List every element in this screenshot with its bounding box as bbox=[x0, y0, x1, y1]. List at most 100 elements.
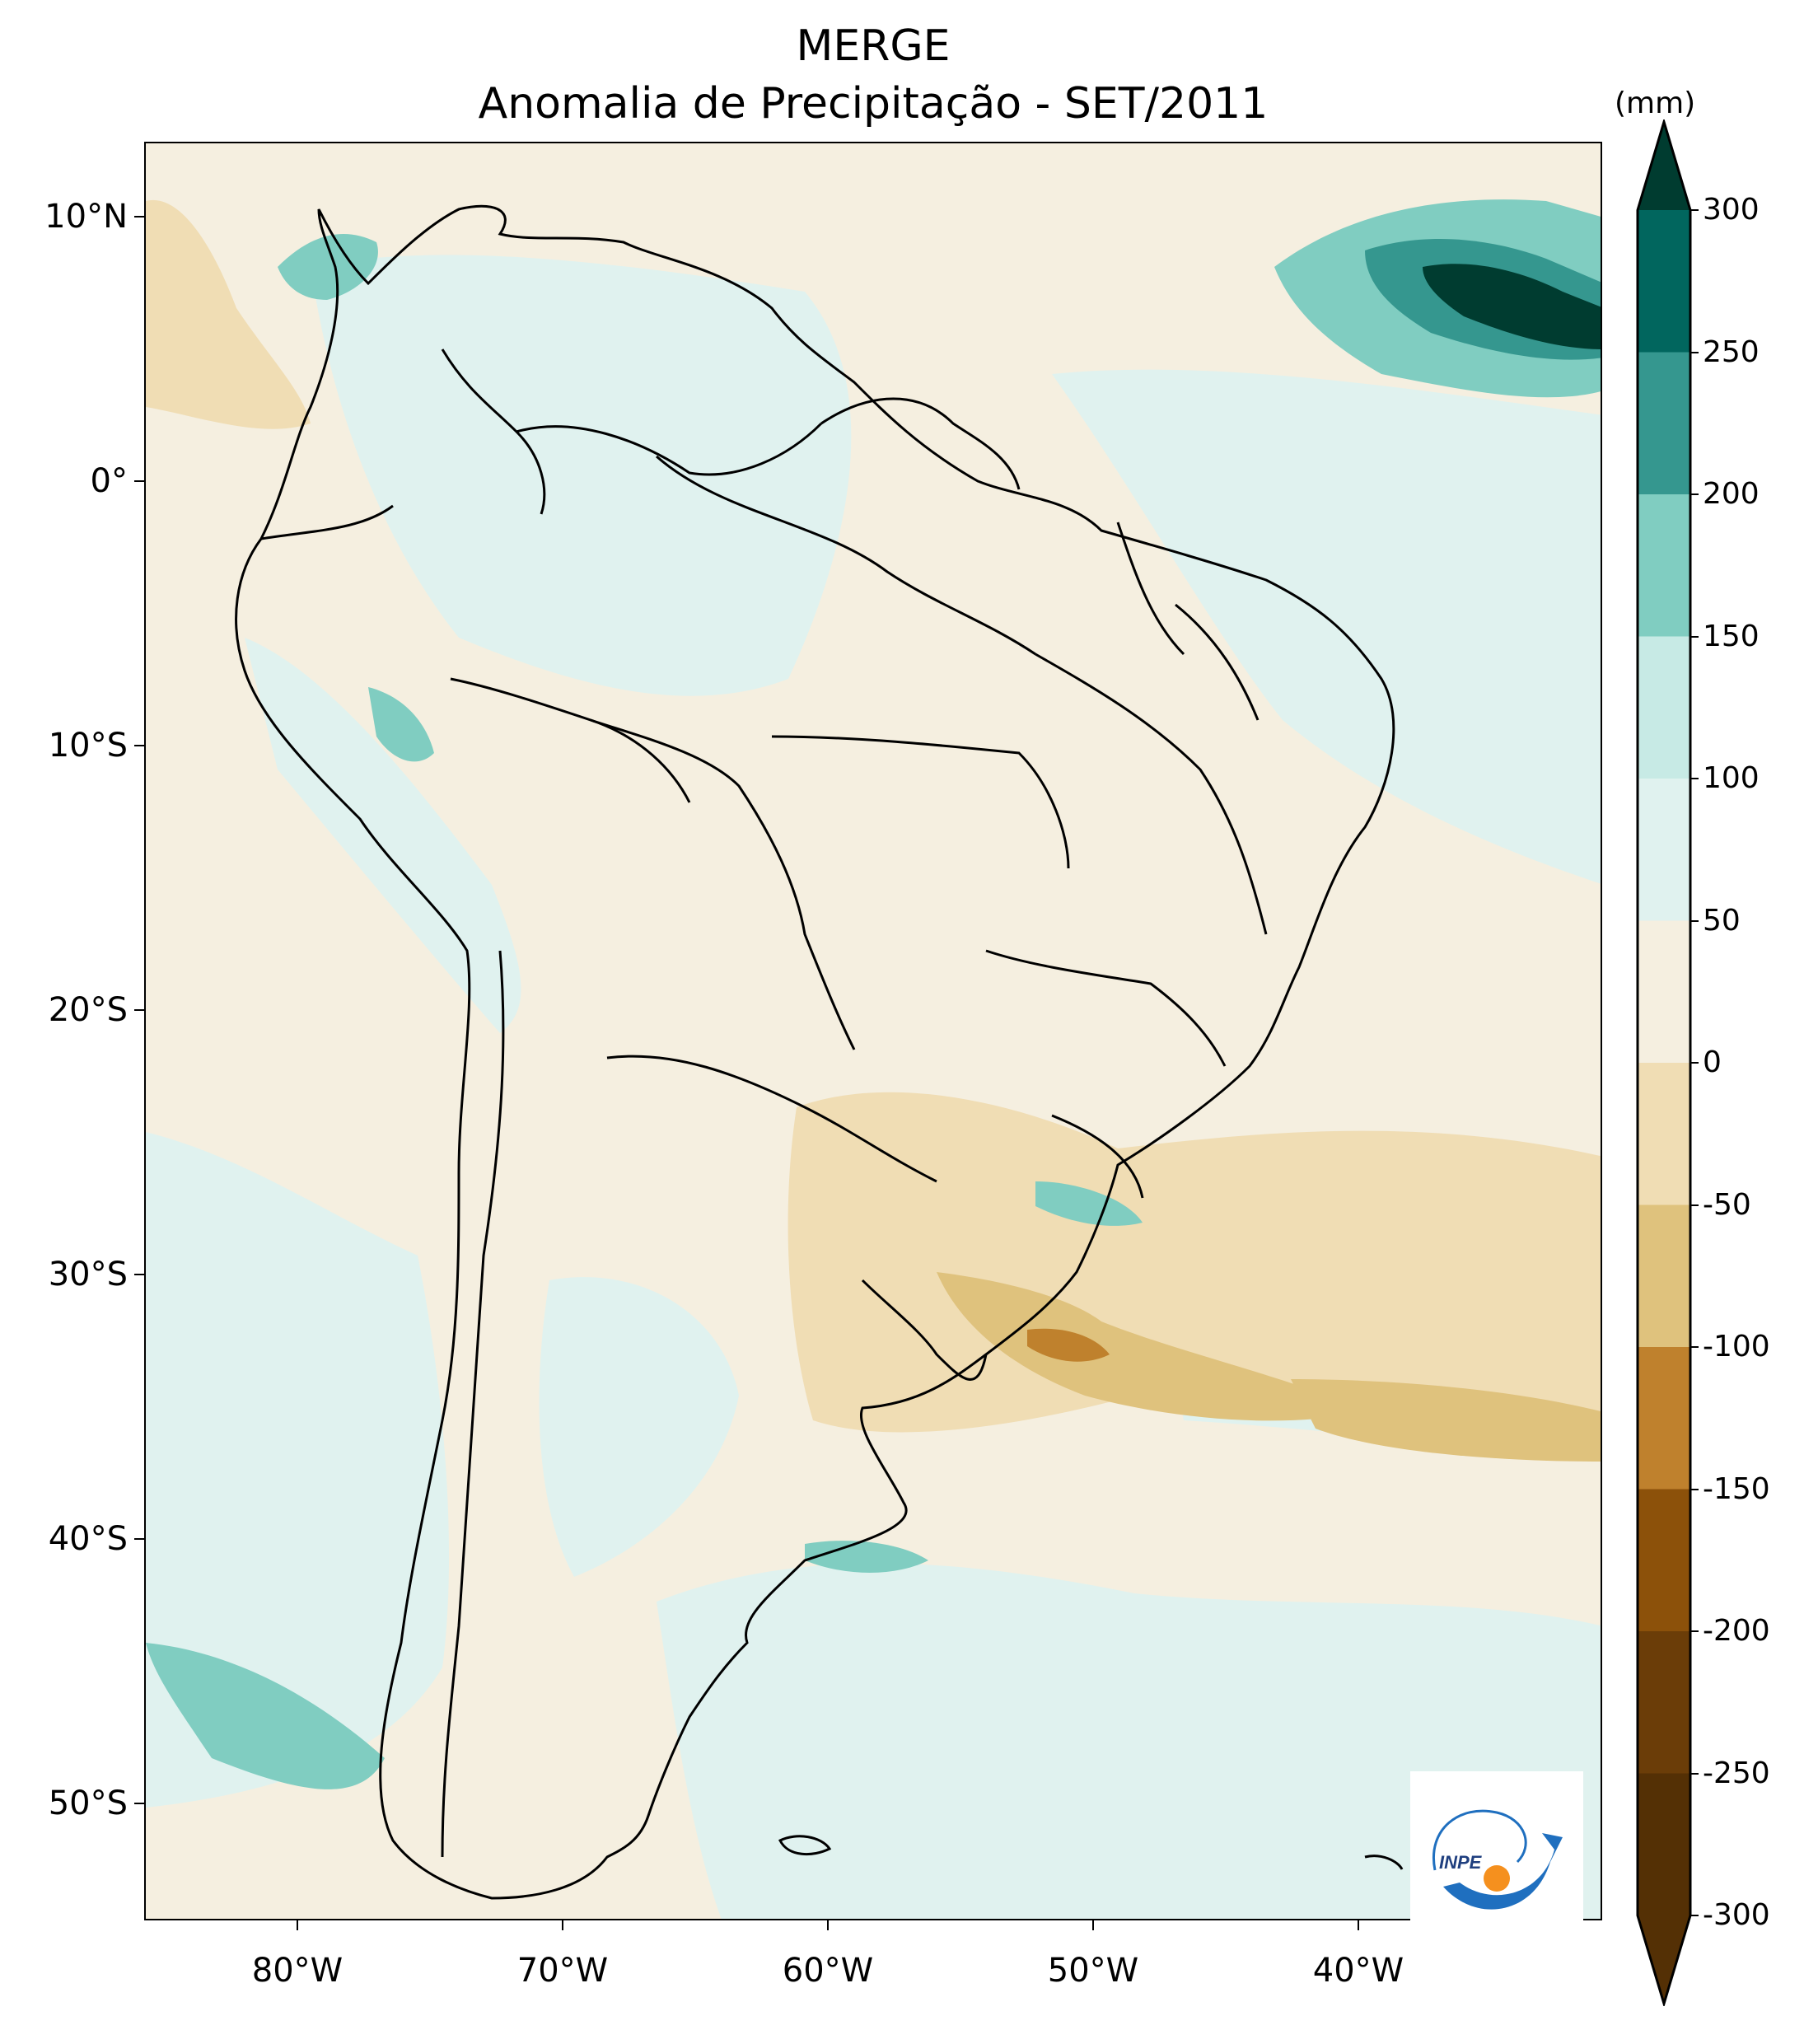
colorbar-tickmark bbox=[1690, 1346, 1699, 1348]
anomaly-zone-north-caribbean-dry bbox=[146, 199, 311, 429]
border-brazil-states-f bbox=[1175, 603, 1260, 721]
colorbar-tickmark bbox=[1690, 209, 1699, 211]
anomaly-zone-pacific-south bbox=[146, 1132, 450, 1808]
anomaly-zone-south-land bbox=[539, 1277, 739, 1577]
y-tick-label: 0° bbox=[90, 462, 128, 500]
colorbar-block bbox=[1638, 1631, 1690, 1774]
colorbar-tickmark bbox=[1690, 919, 1699, 922]
colorbar-block bbox=[1638, 1063, 1690, 1205]
colorbar-tickmark bbox=[1690, 1915, 1699, 1916]
colorbar-block bbox=[1638, 1204, 1690, 1348]
colorbar-tick-label: 50 bbox=[1703, 903, 1741, 938]
anomaly-zone-south-atlantic bbox=[657, 1563, 1601, 1919]
x-tick-label: 80°W bbox=[251, 1952, 344, 1990]
anomaly-zone-peru-wet bbox=[368, 687, 434, 762]
colorbar-tick-label: 150 bbox=[1703, 619, 1760, 653]
border-bolivia-brazil bbox=[590, 718, 856, 1050]
inpe-logo-graphic: INPE bbox=[1432, 1809, 1563, 1910]
precipitation-anomaly-map bbox=[146, 199, 1601, 1919]
y-tickmark bbox=[134, 745, 144, 746]
x-tick-label: 50°W bbox=[1047, 1952, 1139, 1990]
border-brazil-states-b bbox=[771, 735, 1070, 869]
south-america-coastline bbox=[235, 204, 1395, 1900]
x-tick-label: 40°W bbox=[1312, 1952, 1404, 1990]
anomaly-zone-atlantic-dry bbox=[1291, 1379, 1601, 1462]
south-georgia bbox=[1364, 1855, 1404, 1870]
border-uruguay bbox=[861, 1279, 988, 1381]
border-argentina-paraguay bbox=[606, 1055, 937, 1183]
border-colombia-venezuela bbox=[441, 348, 546, 515]
continent-outline-layer bbox=[235, 204, 1395, 1900]
colorbar-extend-bottom bbox=[1638, 1915, 1690, 2004]
anomaly-field-layer bbox=[146, 199, 1601, 1919]
anomaly-zone-andes bbox=[245, 638, 521, 1033]
anomaly-zone-patagonia-wet bbox=[146, 1643, 385, 1789]
y-tick-label: 50°S bbox=[48, 1784, 128, 1822]
map-subtitle: Anomalia de Precipitação - SET/2011 bbox=[478, 79, 1269, 129]
y-tick-label: 10°N bbox=[44, 198, 128, 236]
y-tick-label: 40°S bbox=[48, 1520, 128, 1558]
colorbar-block bbox=[1638, 352, 1690, 495]
anomaly-zone-santa-catarina-wet bbox=[1035, 1181, 1143, 1226]
x-tickmark bbox=[297, 1920, 298, 1930]
border-brazil-states-c bbox=[1035, 652, 1268, 935]
colorbar-tick-label: 100 bbox=[1703, 761, 1760, 795]
falkland-islands bbox=[778, 1835, 832, 1856]
colorbar-tickmark bbox=[1690, 1062, 1699, 1064]
colorbar-tickmark bbox=[1690, 493, 1699, 495]
border-peru-ecuador bbox=[260, 504, 394, 540]
anomaly-zone-south-brazil-dry bbox=[787, 1092, 1601, 1445]
inpe-logo: INPE bbox=[1410, 1771, 1583, 1944]
colorbar-tick-label: -250 bbox=[1703, 1756, 1770, 1790]
x-tickmark bbox=[1092, 1920, 1094, 1930]
y-tick-label: 10°S bbox=[48, 727, 128, 765]
colorbar-tickmark bbox=[1690, 351, 1699, 353]
map-title: MERGE bbox=[796, 21, 951, 71]
colorbar-tickmark bbox=[1690, 635, 1699, 638]
colorbar-tick-label: -200 bbox=[1703, 1614, 1770, 1648]
colorbar-block bbox=[1638, 210, 1690, 353]
anomaly-zone-atlantic-wet-max bbox=[1423, 264, 1601, 349]
logo-text: INPE bbox=[1439, 1852, 1483, 1873]
anomaly-zone-north-land bbox=[311, 255, 852, 696]
islands-layer bbox=[778, 1835, 1404, 1870]
anomaly-zone-deep-dry bbox=[1027, 1328, 1110, 1362]
colorbar-block bbox=[1638, 1347, 1690, 1490]
colorbar-tickmark bbox=[1690, 1772, 1699, 1775]
x-tickmark bbox=[1358, 1920, 1359, 1930]
anomaly-zone-equatorial bbox=[1052, 369, 1601, 884]
colorbar-block bbox=[1638, 779, 1690, 921]
colorbar-tick-label: -50 bbox=[1703, 1187, 1751, 1222]
colorbar-block bbox=[1638, 1489, 1690, 1632]
y-tick-label: 20°S bbox=[48, 991, 128, 1029]
y-tickmark bbox=[134, 480, 144, 482]
y-tick-label: 30°S bbox=[48, 1256, 128, 1293]
colorbar-tick-label: 200 bbox=[1703, 477, 1760, 511]
x-tick-label: 70°W bbox=[516, 1952, 609, 1990]
border-peru-brazil bbox=[450, 677, 691, 803]
colorbar-unit: (mm) bbox=[1615, 87, 1696, 120]
border-brazil-states-e bbox=[1051, 1114, 1144, 1199]
colorbar-tickmark bbox=[1690, 778, 1699, 779]
y-tickmark bbox=[134, 1274, 144, 1275]
colorbar-tickmark bbox=[1690, 1204, 1699, 1206]
y-tickmark bbox=[134, 1803, 144, 1804]
x-tickmark bbox=[827, 1920, 829, 1930]
border-brazil-states-g bbox=[1116, 522, 1185, 656]
x-tickmark bbox=[562, 1920, 563, 1930]
border-argentina-chile bbox=[441, 950, 505, 1858]
colorbar-tickmark bbox=[1690, 1488, 1699, 1490]
colorbar-block bbox=[1638, 920, 1690, 1064]
colorbar-tickmark bbox=[1690, 1630, 1699, 1632]
colorbar-block bbox=[1638, 1773, 1690, 1916]
colorbar-tick-label: -150 bbox=[1703, 1471, 1770, 1506]
y-tickmark bbox=[134, 1009, 144, 1011]
anomaly-zone-colombia-wet bbox=[278, 234, 378, 300]
border-brazil-states-a bbox=[656, 455, 1036, 656]
anomaly-zone-atlantic-south-wet bbox=[805, 1541, 928, 1573]
colorbar-tick-label: 0 bbox=[1703, 1045, 1722, 1079]
colorbar-block bbox=[1638, 494, 1690, 637]
border-brazil-states-d bbox=[985, 949, 1227, 1067]
colorbar-tick-label: -100 bbox=[1703, 1330, 1770, 1363]
colorbar bbox=[1636, 119, 1692, 2006]
